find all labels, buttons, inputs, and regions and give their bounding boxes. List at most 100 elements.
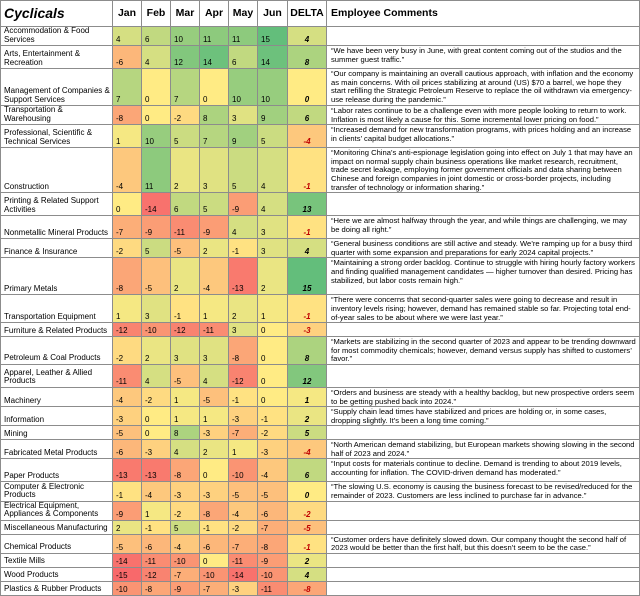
value-cell: -12 (141, 566, 171, 582)
comment-cell: “Labor rates continue to be a challenge … (326, 104, 640, 126)
table-row: Transportation Equipment 1 3 -1 1 2 1 -1 “There … (0, 294, 640, 324)
delta-cell: 6 (287, 458, 327, 483)
comment-cell: “The slowing U.S. economy is causing the… (326, 481, 640, 502)
delta-cell: 15 (287, 257, 327, 296)
comment-cell: “North American demand stabilizing, but … (326, 439, 640, 460)
delta-cell: -2 (287, 500, 327, 521)
value-cell: -7 (170, 566, 200, 582)
value-cell: 3 (141, 294, 171, 324)
value-cell: -3 (141, 439, 171, 460)
value-cell: 10 (141, 124, 171, 149)
value-cell: 6 (228, 45, 258, 69)
value-cell: 4 (199, 363, 229, 388)
value-cell: -11 (257, 580, 288, 596)
industry-label: Apparel, Leather & Allied Products (0, 363, 113, 388)
industry-label: Printing & Related Support Activities (0, 192, 113, 217)
table-row: Professional, Scientific & Technical Ser… (0, 124, 640, 149)
value-cell: -3 (228, 406, 258, 427)
table-row: Chemical Products -5 -6 -4 -6 -7 -8 -1 “Customer… (0, 533, 640, 554)
value-cell: 0 (257, 363, 288, 388)
value-cell: -4 (257, 458, 288, 483)
table-row: Nonmetallic Mineral Products -7 -9 -11 -9 4 3-… (0, 215, 640, 240)
value-cell: -7 (228, 533, 258, 554)
value-cell: -11 (141, 552, 171, 568)
value-cell: 0 (257, 336, 288, 365)
value-cell: -1 (257, 406, 288, 427)
value-cell: -10 (199, 566, 229, 582)
value-cell: 11 (141, 147, 171, 194)
value-cell: -7 (199, 580, 229, 596)
value-cell: 0 (141, 68, 171, 106)
comment-cell: “Input costs for materials continue to d… (326, 458, 640, 483)
delta-cell: 0 (287, 68, 327, 106)
value-cell: 7 (199, 124, 229, 149)
value-cell: 3 (199, 147, 229, 194)
value-cell: -8 (228, 336, 258, 365)
value-cell: -5 (199, 386, 229, 408)
value-cell: 5 (199, 192, 229, 217)
comment-cell (326, 425, 640, 441)
value-cell: -10 (257, 566, 288, 582)
value-cell: 0 (141, 425, 171, 441)
value-cell: 2 (199, 439, 229, 460)
industry-label: Accommodation & Food Services (0, 26, 113, 46)
value-cell: -10 (228, 458, 258, 483)
comment-cell: “Supply chain lead times have stabilized… (326, 406, 640, 427)
value-cell: -4 (170, 533, 200, 554)
industry-label: Paper Products (0, 458, 113, 483)
value-cell: -7 (112, 215, 142, 240)
table-row: Furniture & Related Products -12 -10 -12 -11… (0, 322, 640, 338)
delta-cell: 13 (287, 192, 327, 217)
delta-cell: 2 (287, 552, 327, 568)
comment-cell: “Orders and business are steady with a h… (326, 386, 640, 408)
industry-label: Finance & Insurance (0, 238, 113, 259)
industry-label: Construction (0, 147, 113, 194)
comment-cell (326, 566, 640, 582)
value-cell: -4 (141, 481, 171, 502)
value-cell: 4 (170, 439, 200, 460)
value-cell: -6 (112, 439, 142, 460)
value-cell: -12 (170, 322, 200, 338)
value-cell: -11 (228, 552, 258, 568)
table-row: Arts, Entertainment & Recreation -6 4 12 14 6… (0, 45, 640, 69)
value-cell: 5 (170, 124, 200, 149)
value-cell: -6 (112, 45, 142, 69)
value-cell: -10 (141, 322, 171, 338)
value-cell: -3 (112, 406, 142, 427)
value-cell: -5 (170, 238, 200, 259)
value-cell: -10 (170, 552, 200, 568)
value-cell: -12 (112, 322, 142, 338)
comment-cell (326, 192, 640, 217)
industry-label: Professional, Scientific & Technical Ser… (0, 124, 113, 149)
table-row: Information -3 0 1 1 -3 -1 2 “Supply chain lead … (0, 406, 640, 427)
value-cell: -1 (112, 481, 142, 502)
comment-cell: “Our company is maintaining an overall c… (326, 68, 640, 106)
value-cell: 10 (257, 68, 288, 106)
value-cell: 2 (112, 519, 142, 535)
table-row: Petroleum & Coal Products -2 2 3 3 -8 0 8 “Marke… (0, 336, 640, 365)
value-cell: -4 (112, 386, 142, 408)
value-cell: 14 (257, 45, 288, 69)
value-cell: -2 (170, 500, 200, 521)
delta-cell: -3 (287, 322, 327, 338)
delta-cell: 4 (287, 26, 327, 46)
value-cell: -9 (257, 552, 288, 568)
value-cell: -2 (257, 425, 288, 441)
value-cell: -9 (112, 500, 142, 521)
value-cell: -4 (228, 500, 258, 521)
value-cell: 0 (257, 322, 288, 338)
value-cell: -4 (199, 257, 229, 296)
table-row: Mining -5 0 8 -3 -7 -2 5 (0, 425, 640, 441)
value-cell: 2 (141, 336, 171, 365)
value-cell: -5 (228, 481, 258, 502)
value-cell: -9 (141, 215, 171, 240)
delta-cell: 2 (287, 406, 327, 427)
value-cell: -1 (141, 519, 171, 535)
value-cell: -5 (170, 363, 200, 388)
value-cell: -1 (199, 519, 229, 535)
delta-cell: -1 (287, 215, 327, 240)
value-cell: 7 (170, 68, 200, 106)
value-cell: 0 (199, 552, 229, 568)
delta-cell: 8 (287, 45, 327, 69)
comment-cell (326, 363, 640, 388)
